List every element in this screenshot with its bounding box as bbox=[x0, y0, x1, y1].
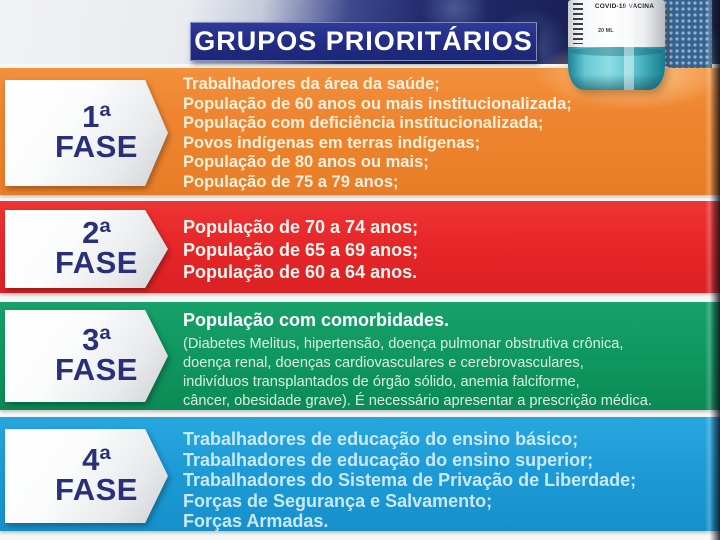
phase-2-arrow: 2ª FASE bbox=[5, 210, 168, 288]
phase-1-items: Trabalhadores da área da saúde; Populaçã… bbox=[183, 68, 694, 192]
phase-3-band: 3ª FASE População com comorbidades. (Dia… bbox=[0, 302, 720, 410]
phase-2-band: 2ª FASE População de 70 a 74 anos; Popul… bbox=[0, 201, 720, 293]
arrow-shape: 1ª FASE bbox=[5, 80, 168, 186]
priority-item: População de 70 a 74 anos; bbox=[183, 217, 419, 237]
vaccine-vial-icon: COVID-19 VACINA 20 ML bbox=[568, 0, 665, 90]
priority-item: Trabalhadores de educação do ensino supe… bbox=[183, 449, 594, 470]
phase-3-arrow: 3ª FASE bbox=[5, 310, 168, 402]
phase-3-number: 3ª bbox=[82, 322, 111, 357]
arrow-shape: 4ª FASE bbox=[5, 429, 168, 523]
vial-volume-text: 20 ML bbox=[598, 28, 614, 34]
priority-item: Forças de Segurança e Salvamento; bbox=[183, 490, 493, 511]
priority-item: População de 75 a 79 anos; bbox=[183, 172, 399, 191]
comorbidities-detail: (Diabetes Melitus, hipertensão, doença p… bbox=[183, 336, 624, 352]
priority-item: População de 65 a 69 anos; bbox=[183, 239, 419, 260]
barcode-icon bbox=[573, 3, 583, 44]
phase-4-arrow: 4ª FASE bbox=[5, 429, 168, 523]
phase-4-items: Trabalhadores de educação do ensino bási… bbox=[183, 417, 694, 532]
phase-4-label: FASE bbox=[55, 472, 138, 508]
priority-item: População de 60 a 64 anos. bbox=[183, 262, 418, 282]
vial-liquid bbox=[568, 47, 665, 90]
phase-3-label: FASE bbox=[55, 352, 138, 388]
title-box: GRUPOS PRIORITÁRIOS bbox=[190, 22, 537, 61]
priority-item: Trabalhadores de educação do ensino bási… bbox=[183, 429, 579, 449]
phase-2-label: FASE bbox=[55, 245, 138, 281]
phase-1-arrow: 1ª FASE bbox=[5, 80, 168, 186]
phase-1-label: FASE bbox=[55, 129, 138, 165]
page-title: GRUPOS PRIORITÁRIOS bbox=[194, 26, 533, 56]
phase-2-items: População de 70 a 74 anos; População de … bbox=[183, 201, 694, 284]
phase-1-number: 1ª bbox=[82, 99, 111, 134]
phase-2-number: 2ª bbox=[82, 215, 111, 250]
priority-item: Povos indígenas em terras indígenas; bbox=[183, 133, 481, 152]
comorbidities-detail: doença renal, doenças cardiovasculares e… bbox=[183, 355, 584, 371]
priority-item: População de 60 anos ou mais institucion… bbox=[183, 94, 572, 113]
arrow-shape: 2ª FASE bbox=[5, 210, 168, 288]
vial-body: COVID-19 VACINA 20 ML bbox=[568, 0, 665, 90]
phase-4-band: 4ª FASE Trabalhadores de educação do ens… bbox=[0, 417, 720, 531]
priority-item: Trabalhadores do Sistema de Privação de … bbox=[183, 470, 637, 490]
priority-item: Trabalhadores da área da saúde; bbox=[183, 75, 440, 93]
comorbidities-detail: indivíduos transplantados de órgão sólid… bbox=[183, 374, 580, 390]
footer-strip bbox=[0, 531, 720, 540]
arrow-shape: 3ª FASE bbox=[5, 310, 168, 402]
virus-texture bbox=[662, 0, 712, 68]
priority-item: População com deficiência institucionali… bbox=[183, 114, 544, 132]
priority-item: Forças Armadas. bbox=[183, 511, 329, 531]
comorbidities-detail: câncer, obesidade grave). É necessário a… bbox=[183, 393, 652, 409]
comorbidities-heading: População com comorbidades. bbox=[183, 310, 450, 330]
phase-4-number: 4ª bbox=[82, 442, 111, 477]
priority-item: População de 80 anos ou mais; bbox=[183, 153, 429, 171]
phase-3-text: População com comorbidades. (Diabetes Me… bbox=[183, 302, 694, 411]
vial-label-text: COVID-19 VACINA bbox=[594, 3, 655, 10]
